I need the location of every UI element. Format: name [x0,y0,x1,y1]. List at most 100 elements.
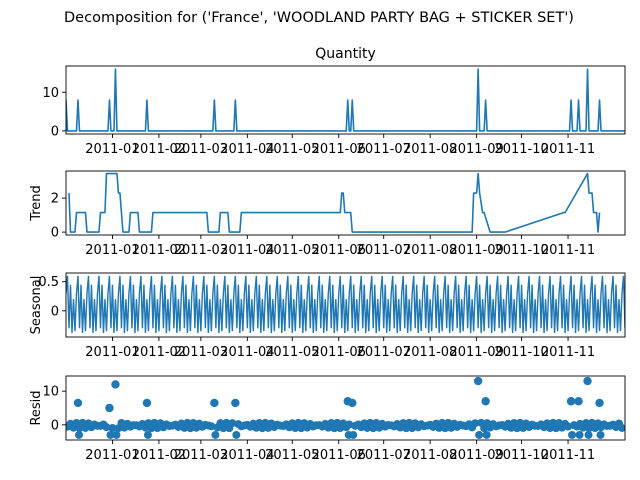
x-tick-label: 2011-09 [449,448,503,463]
resid-point [211,430,220,439]
x-tick-label: 2011-06 [312,448,366,463]
panels: 0102011-012011-022011-032011-042011-0520… [29,46,626,463]
x-tick-label: 2011-06 [312,142,366,157]
trend-plot-area [68,172,601,233]
x-tick-label: 2011-05 [265,243,319,258]
resid-point [575,430,584,439]
x-tick-label: 2011-03 [174,448,228,463]
x-tick-label: 2011-09 [449,345,503,360]
x-tick-label: 2011-03 [174,345,228,360]
resid-point [74,430,83,439]
x-tick-label: 2011-04 [220,243,274,258]
observed-axes-frame [65,65,626,135]
x-tick-label: 2011-06 [312,243,366,258]
resid-point [564,422,573,431]
resid-outlier-point [574,397,583,406]
observed-plot-area [66,68,625,132]
seasonal-panel: 00.52011-012011-022011-032011-042011-052… [29,272,626,360]
x-tick-label: 2011-10 [494,243,548,258]
x-tick-label: 2011-11 [541,243,595,258]
x-tick-label: 2011-10 [494,448,548,463]
trend-panel: 022011-012011-022011-032011-042011-05201… [29,170,626,258]
resid-point [618,423,625,432]
resid-point [207,422,216,431]
y-tick-label: 10 [42,385,59,400]
y-tick-label: 0 [51,226,59,241]
resid-outlier-point [481,397,490,406]
x-tick-label: 2011-09 [449,243,503,258]
resid-outlier-point [111,380,120,389]
x-tick-label: 2011-01 [85,448,139,463]
y-tick-label: 0 [51,304,59,319]
trend-ylabel: Trend [29,185,44,222]
resid-ylabel: Resid [29,390,44,425]
resid-plot-area [66,376,625,439]
resid-point [108,424,117,432]
resid-point [106,430,115,439]
x-tick-label: 2011-03 [174,243,228,258]
x-tick-label: 2011-07 [357,448,411,463]
x-tick-label: 2011-05 [265,142,319,157]
trend-axes-frame [65,170,626,236]
x-tick-label: 2011-11 [541,448,595,463]
resid-outlier-point [142,398,152,408]
resid-point [475,430,484,439]
resid-point [228,419,237,428]
y-tick-label: 0 [51,418,59,433]
y-tick-label: 2 [51,192,59,207]
resid-point [143,430,152,439]
x-tick-label: 2011-01 [85,142,139,157]
resid-outlier-point [231,398,240,408]
trend-series-line [68,172,601,233]
figure-title: Decomposition for ('France', 'WOODLAND P… [64,10,574,26]
x-tick-label: 2011-11 [541,345,595,360]
observed-panel: 0102011-012011-022011-032011-042011-0520… [42,46,626,157]
resid-outlier-point [105,403,114,413]
resid-panel: 0102011-012011-022011-032011-042011-0520… [29,375,626,463]
resid-point [102,423,111,432]
resid-outlier-point [210,398,219,408]
resid-point [568,430,577,439]
x-tick-label: 2011-02 [132,448,186,463]
resid-point [596,430,605,439]
x-tick-label: 2011-08 [403,243,457,258]
resid-outlier-point [348,398,357,408]
observed-series-line [66,68,625,132]
resid-point [112,430,121,439]
resid-outlier-point [583,376,592,386]
x-tick-label: 2011-11 [541,142,595,157]
y-tick-label: 10 [42,86,59,101]
x-tick-label: 2011-10 [494,345,548,360]
x-tick-label: 2011-05 [265,345,319,360]
resid-point [471,419,480,428]
resid-outlier-point [566,397,576,406]
x-tick-label: 2011-04 [220,142,274,157]
resid-point [584,430,593,439]
x-tick-label: 2011-06 [312,345,366,360]
y-tick-label: 0 [51,124,59,139]
x-tick-label: 2011-09 [449,142,503,157]
resid-point [482,430,491,439]
x-tick-label: 2011-08 [403,345,457,360]
resid-axes-frame [65,375,626,441]
x-tick-label: 2011-04 [220,345,274,360]
resid-outlier-point [473,376,483,386]
x-tick-label: 2011-07 [357,142,411,157]
seasonal-axes-frame [65,272,626,338]
x-tick-label: 2011-07 [357,243,411,258]
resid-outlier-point [73,398,83,408]
x-tick-label: 2011-10 [494,142,548,157]
resid-point [232,430,241,439]
seasonal-plot-area [66,275,625,333]
resid-outlier-point [595,398,604,408]
x-tick-label: 2011-02 [132,142,186,157]
seasonal-series-line [66,275,625,333]
x-tick-label: 2011-01 [85,345,139,360]
observed-title: Quantity [315,46,376,62]
x-tick-label: 2011-05 [265,448,319,463]
resid-point [349,430,358,439]
x-tick-label: 2011-07 [357,345,411,360]
x-tick-label: 2011-01 [85,243,139,258]
x-tick-label: 2011-02 [132,345,186,360]
